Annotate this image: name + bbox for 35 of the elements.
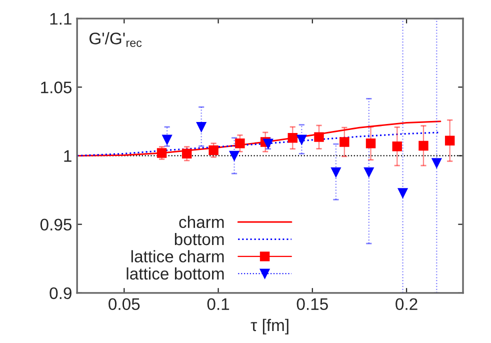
x-tick-label: 0.1: [207, 298, 230, 310]
point: [392, 142, 402, 152]
point: [432, 158, 442, 168]
y-tick-label: 0.9: [50, 287, 72, 300]
y-tick-label: 1: [64, 150, 72, 162]
y-tick-label: 0.95: [40, 218, 72, 231]
point: [366, 138, 376, 148]
point: [162, 134, 172, 145]
point: [288, 133, 298, 143]
y-tick-label: 1.05: [41, 82, 72, 94]
legend-label: lattice charm: [131, 250, 224, 262]
point: [182, 148, 192, 159]
point: [196, 122, 206, 132]
point: [364, 167, 374, 178]
x-tick-label: 0.05: [108, 298, 140, 310]
point: [444, 136, 455, 146]
legend-label: bottom: [174, 232, 224, 246]
x-tick-label: 0.15: [296, 298, 328, 310]
legend-label: charm: [179, 216, 224, 228]
point: [331, 167, 341, 178]
line-series: [77, 120, 442, 156]
point: [398, 188, 408, 198]
point: [296, 134, 307, 145]
x-axis-title: τ [fm]: [250, 318, 288, 334]
point: [314, 132, 324, 142]
point: [235, 138, 245, 148]
point: [418, 140, 428, 151]
point: [340, 137, 350, 147]
point: [208, 145, 218, 156]
legend-label: lattice bottom: [126, 267, 224, 280]
point: [229, 150, 240, 161]
x-tick-label: 0.2: [396, 298, 418, 310]
annotation: G'/G'$_{rec}$: [90, 32, 142, 47]
point: [156, 148, 167, 158]
y-tick-label: 1.1: [50, 13, 72, 25]
